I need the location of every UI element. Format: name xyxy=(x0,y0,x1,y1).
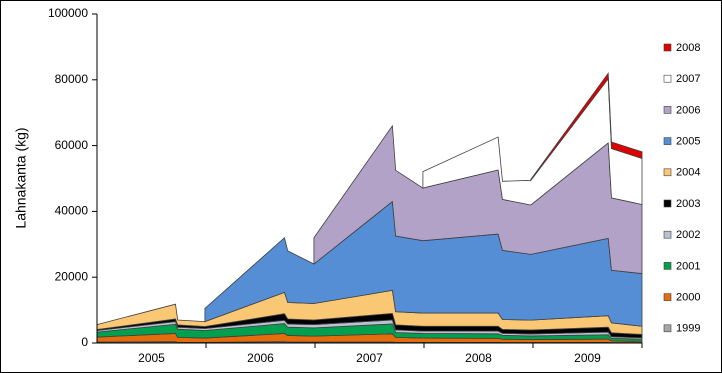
legend-label: 2002 xyxy=(676,229,700,241)
y-tick-label: 20000 xyxy=(55,269,89,283)
area xyxy=(530,72,643,182)
x-tick-label: 2006 xyxy=(247,351,274,365)
x-tick-label: 2009 xyxy=(574,351,601,365)
legend-swatch xyxy=(663,293,672,301)
y-tick-label: 100000 xyxy=(48,6,88,20)
legend-label: 1999 xyxy=(676,323,700,335)
legend-swatch xyxy=(663,324,672,333)
legend-label: 2006 xyxy=(676,104,700,116)
y-tick-label: 80000 xyxy=(55,72,89,86)
legend-swatch xyxy=(663,262,672,270)
x-tick-label: 2005 xyxy=(138,351,165,365)
legend-label: 2007 xyxy=(676,73,700,85)
legend-label: 2004 xyxy=(676,167,700,179)
x-tick-label: 2008 xyxy=(465,351,492,365)
legend-label: 2005 xyxy=(676,136,700,148)
legend-label: 2003 xyxy=(676,198,700,210)
legend-swatch xyxy=(663,43,672,52)
legend-swatch xyxy=(663,106,672,114)
legend-swatch xyxy=(663,199,672,208)
y-tick-label: 60000 xyxy=(55,138,89,152)
legend-swatch xyxy=(663,168,672,177)
y-tick-label: 0 xyxy=(81,335,88,349)
x-tick-label: 2007 xyxy=(356,351,383,365)
legend-swatch xyxy=(663,137,672,145)
y-axis-title: Lahnakanta (kg) xyxy=(13,127,29,228)
legend-label: 2000 xyxy=(676,292,700,304)
legend-swatch xyxy=(663,230,672,239)
area xyxy=(422,77,643,206)
legend-label: 2008 xyxy=(676,42,700,54)
legend-label: 2001 xyxy=(676,260,700,272)
y-tick-label: 40000 xyxy=(55,204,89,218)
legend-swatch xyxy=(663,74,672,83)
